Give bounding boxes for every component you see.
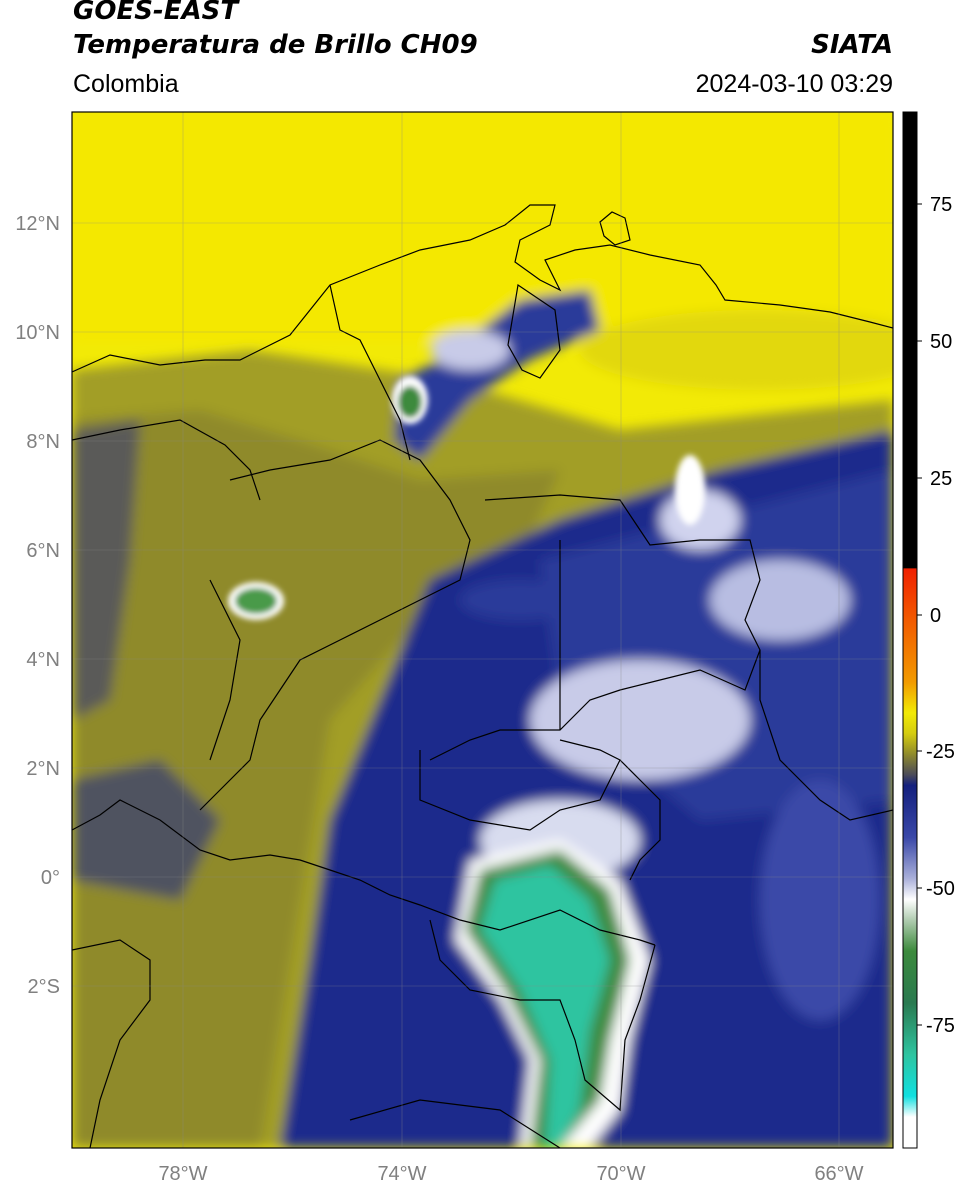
lat-tick-label: 8°N <box>26 431 60 453</box>
datetime-label: 2024-03-10 03:29 <box>695 70 893 98</box>
product-title: Temperatura de Brillo CH09 <box>73 30 478 60</box>
organization-label: SIATA <box>811 30 893 60</box>
satellite-title: GOES-EAST <box>73 0 239 26</box>
lon-tick-label: 66°W <box>814 1163 863 1185</box>
lat-tick-label: 0° <box>41 867 60 889</box>
region-label: Colombia <box>73 70 179 98</box>
colorbar <box>902 111 918 1149</box>
lat-tick-label: 2°N <box>26 758 60 780</box>
longitude-labels: 78°W 74°W 70°W 66°W <box>158 1163 863 1185</box>
lat-tick-label: 10°N <box>15 322 60 344</box>
lon-tick-label: 78°W <box>158 1163 207 1185</box>
lon-tick-label: 74°W <box>377 1163 426 1185</box>
colorbar-tick-label: -50 <box>926 878 955 900</box>
lat-tick-label: 2°S <box>28 976 60 998</box>
lat-tick-label: 4°N <box>26 649 60 671</box>
colorbar-tick-label: 50 <box>930 331 952 353</box>
lat-tick-label: 6°N <box>26 540 60 562</box>
colorbar-tick-label: 0 <box>930 605 941 627</box>
colorbar-tick-label: 75 <box>930 194 952 216</box>
colorbar-tick-label: 25 <box>930 468 952 490</box>
lon-tick-label: 70°W <box>596 1163 645 1185</box>
colorbar-tick-label: -25 <box>926 741 955 763</box>
boundary-lines <box>72 204 893 1148</box>
colorbar-ticks <box>917 203 922 1026</box>
latitude-labels: 12°N 10°N 8°N 6°N 4°N 2°N 0° 2°S <box>15 213 60 998</box>
colorbar-labels: 75 50 25 0 -25 -50 -75 <box>926 194 955 1037</box>
graticule <box>72 112 893 1148</box>
map-frame <box>71 111 894 1149</box>
brightness-temperature-field <box>72 112 893 1148</box>
colorbar-tick-label: -75 <box>926 1015 955 1037</box>
lat-tick-label: 12°N <box>15 213 60 235</box>
